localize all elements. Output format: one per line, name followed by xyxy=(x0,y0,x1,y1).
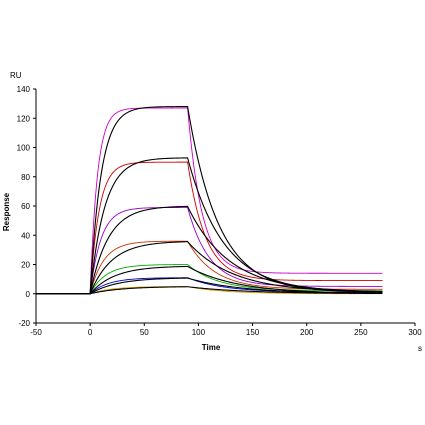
measured-curve xyxy=(36,240,383,295)
y-axis-title: Response xyxy=(2,192,11,231)
y-tick-label: 60 xyxy=(21,202,30,211)
x-tick-label: 250 xyxy=(354,328,368,337)
x-tick-label: 100 xyxy=(192,328,206,337)
x-axis-ticks: -50 0 50 100 150 200 250 300 xyxy=(30,323,422,337)
y-tick-label: 140 xyxy=(17,85,31,94)
x-tick-label: 300 xyxy=(408,328,422,337)
y-tick-label: -20 xyxy=(18,319,30,328)
y-tick-label: 120 xyxy=(17,114,31,123)
x-tick-label: 0 xyxy=(88,328,93,337)
x-tick-label: 200 xyxy=(300,328,314,337)
x-tick-label: 50 xyxy=(140,328,149,337)
series-group xyxy=(36,106,383,295)
fit-curve xyxy=(36,241,383,295)
y-unit-label: RU xyxy=(10,71,22,80)
measured-curve xyxy=(36,207,383,295)
y-tick-label: 40 xyxy=(21,231,30,240)
x-unit-label: s xyxy=(418,344,422,353)
fit-curve xyxy=(36,286,383,295)
x-tick-label: 150 xyxy=(246,328,260,337)
measured-curve xyxy=(36,161,383,295)
fit-curve xyxy=(36,106,383,295)
x-tick-label: -50 xyxy=(30,328,42,337)
y-tick-label: 100 xyxy=(17,144,31,153)
y-tick-label: 0 xyxy=(26,290,31,299)
fit-curve xyxy=(36,205,383,295)
y-tick-label: 20 xyxy=(21,261,30,270)
y-tick-label: 80 xyxy=(21,173,30,182)
y-axis-ticks: -20 0 20 40 60 80 100 120 140 xyxy=(17,85,36,328)
x-axis-title: Time xyxy=(202,343,221,352)
